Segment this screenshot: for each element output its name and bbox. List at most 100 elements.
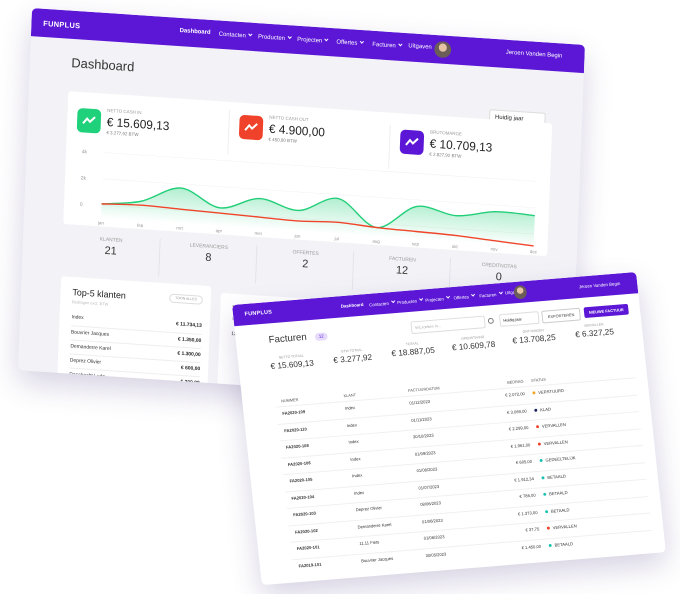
- table-cell: Index: [350, 455, 361, 462]
- summary-item: OPENSTAAND € 10.609,78: [442, 333, 503, 352]
- search-input[interactable]: Vrij zoeken in...: [410, 315, 486, 335]
- kpi-icon: [399, 129, 425, 156]
- user-name[interactable]: Jeroen Vanden Begin: [578, 281, 621, 290]
- row-amount: € 1.350,00: [177, 336, 202, 345]
- kpi-icon: [76, 107, 102, 134]
- summary-item: ONTVANGEN € 13.708,25: [503, 327, 564, 345]
- table-cell: FA2020-109: [282, 409, 306, 416]
- table-cell: Bouvrier Jacques: [360, 555, 394, 563]
- status-label: BETAALD: [541, 473, 566, 480]
- nav-item[interactable]: Producten: [258, 34, 291, 43]
- nav-item[interactable]: Projecten: [425, 295, 450, 303]
- status-dot: [546, 526, 550, 530]
- row-divider: [284, 461, 645, 493]
- kpi: NETTO CASH IN € 15.609,13 € 3.277,92 BTW: [66, 103, 229, 158]
- kpi-label: NETTO CASH IN: [107, 107, 142, 116]
- nav-item[interactable]: Facturen: [479, 291, 502, 298]
- status-label: GEDEELTELIJK: [539, 455, 576, 463]
- icon: [82, 116, 96, 125]
- column-header: BEDRAG: [506, 378, 524, 385]
- status-dot: [541, 475, 545, 479]
- table-cell: 01/11/2023: [410, 415, 432, 423]
- export-button[interactable]: EXPORTEREN: [541, 307, 582, 324]
- nav-item[interactable]: Dashboard: [340, 302, 364, 310]
- nav-item[interactable]: Contacten: [369, 300, 395, 307]
- kpi-vat: € 450,00 BTW: [268, 136, 297, 144]
- user-name[interactable]: Jeroen Vanden Begin: [505, 50, 563, 60]
- table-cell: € 1.450,00: [521, 543, 542, 550]
- nav-item[interactable]: Producten: [397, 298, 423, 305]
- x-tick-label: mei: [254, 231, 261, 237]
- series-line: [101, 203, 534, 247]
- table-cell: FA2020-101: [296, 544, 320, 552]
- x-tick-label: jun: [293, 233, 301, 239]
- table-cell: 01/12/2023: [409, 398, 431, 406]
- kpi-vat: € 3.277,92 BTW: [106, 129, 139, 138]
- row-divider: [290, 512, 651, 543]
- summary-item: BTW TOTAAL € 3.277,92: [321, 346, 382, 364]
- logo[interactable]: FUNPLUS: [244, 309, 273, 318]
- avatar: [513, 285, 528, 300]
- grid-line: [102, 178, 536, 209]
- table-cell: 01/06/2023: [423, 534, 445, 541]
- y-tick-label: 0: [80, 202, 83, 208]
- x-tick-label: jul: [334, 236, 340, 241]
- stat: OFFERTES 2: [254, 244, 355, 290]
- nav-item[interactable]: Offertes: [336, 39, 363, 48]
- summary-card: NETTO CASH IN € 15.609,13 € 3.277,92 BTW NE…: [63, 91, 553, 257]
- table-cell: FA2020-105: [289, 476, 313, 484]
- table-cell: 08/06/2023: [419, 500, 442, 507]
- series-line: [101, 187, 535, 229]
- row-name: Index: [71, 314, 84, 322]
- row-divider: [281, 427, 642, 459]
- card-title: Top-5 klanten: [72, 287, 127, 301]
- table-cell: € 1.961,00: [510, 441, 531, 449]
- nav-item[interactable]: Facturen: [372, 41, 402, 50]
- status-label: BETAALD: [544, 507, 570, 514]
- row-divider: [286, 478, 647, 510]
- status-label: VERVALLEN: [537, 439, 568, 446]
- table-cell: 01/06/2023: [421, 517, 443, 524]
- status-dot: [532, 391, 536, 395]
- table-cell: 11.11 Fiets: [359, 539, 380, 546]
- column-header: NUMMER: [280, 397, 299, 404]
- table-cell: FA2020-104: [291, 493, 315, 501]
- row-divider: [288, 495, 649, 526]
- table-cell: 30/10/2023: [412, 432, 434, 440]
- status-dot: [548, 543, 552, 547]
- row-amount: € 11.734,13: [175, 321, 202, 329]
- table-cell: € 1.373,00: [517, 509, 538, 516]
- table-cell: FA2020-110: [283, 426, 307, 433]
- column-header: STATUS: [530, 376, 547, 383]
- table-cell: € 37,75: [525, 526, 540, 533]
- card-note: Bedragen excl. BTW: [72, 299, 109, 307]
- table-cell: Index: [348, 438, 359, 445]
- table-cell: € 2.299,00: [508, 425, 529, 432]
- status-label: VERVALLEN: [546, 523, 577, 530]
- logo[interactable]: FUNPLUS: [43, 18, 81, 31]
- nav-item[interactable]: Offertes: [453, 293, 475, 301]
- table-cell: FA2020-102: [294, 527, 319, 535]
- row-name: Deschacht Ludo: [69, 371, 106, 381]
- status-dot: [539, 458, 543, 463]
- x-tick-label: sep: [412, 241, 420, 247]
- row-amount: € 200,00: [180, 379, 200, 387]
- nav-item[interactable]: Contacten: [219, 31, 252, 40]
- status-label: BETAALD: [548, 541, 573, 548]
- nav-item[interactable]: Projecten: [297, 36, 328, 45]
- show-all-button[interactable]: TOON ALLES: [169, 293, 204, 305]
- x-tick-label: aug: [372, 239, 380, 245]
- nav-item[interactable]: Dashboard: [179, 28, 211, 37]
- nav-item[interactable]: Uitgaven: [408, 43, 432, 52]
- period-select[interactable]: Huidig jaar: [498, 311, 540, 327]
- column-header: FACTUURDATUM: [407, 385, 440, 393]
- status-dot: [543, 492, 547, 496]
- status-dot: [534, 408, 538, 412]
- x-tick-label: nov: [490, 246, 498, 252]
- new-invoice-button[interactable]: NIEUWE FACTUUR: [583, 303, 629, 319]
- kpi: BRUTOMARGE € 10.709,13 € 2.827,92 BTW: [388, 124, 552, 180]
- table-cell: 01/07/2023: [418, 483, 440, 490]
- x-tick-label: okt: [452, 244, 459, 249]
- row-divider: [279, 411, 640, 442]
